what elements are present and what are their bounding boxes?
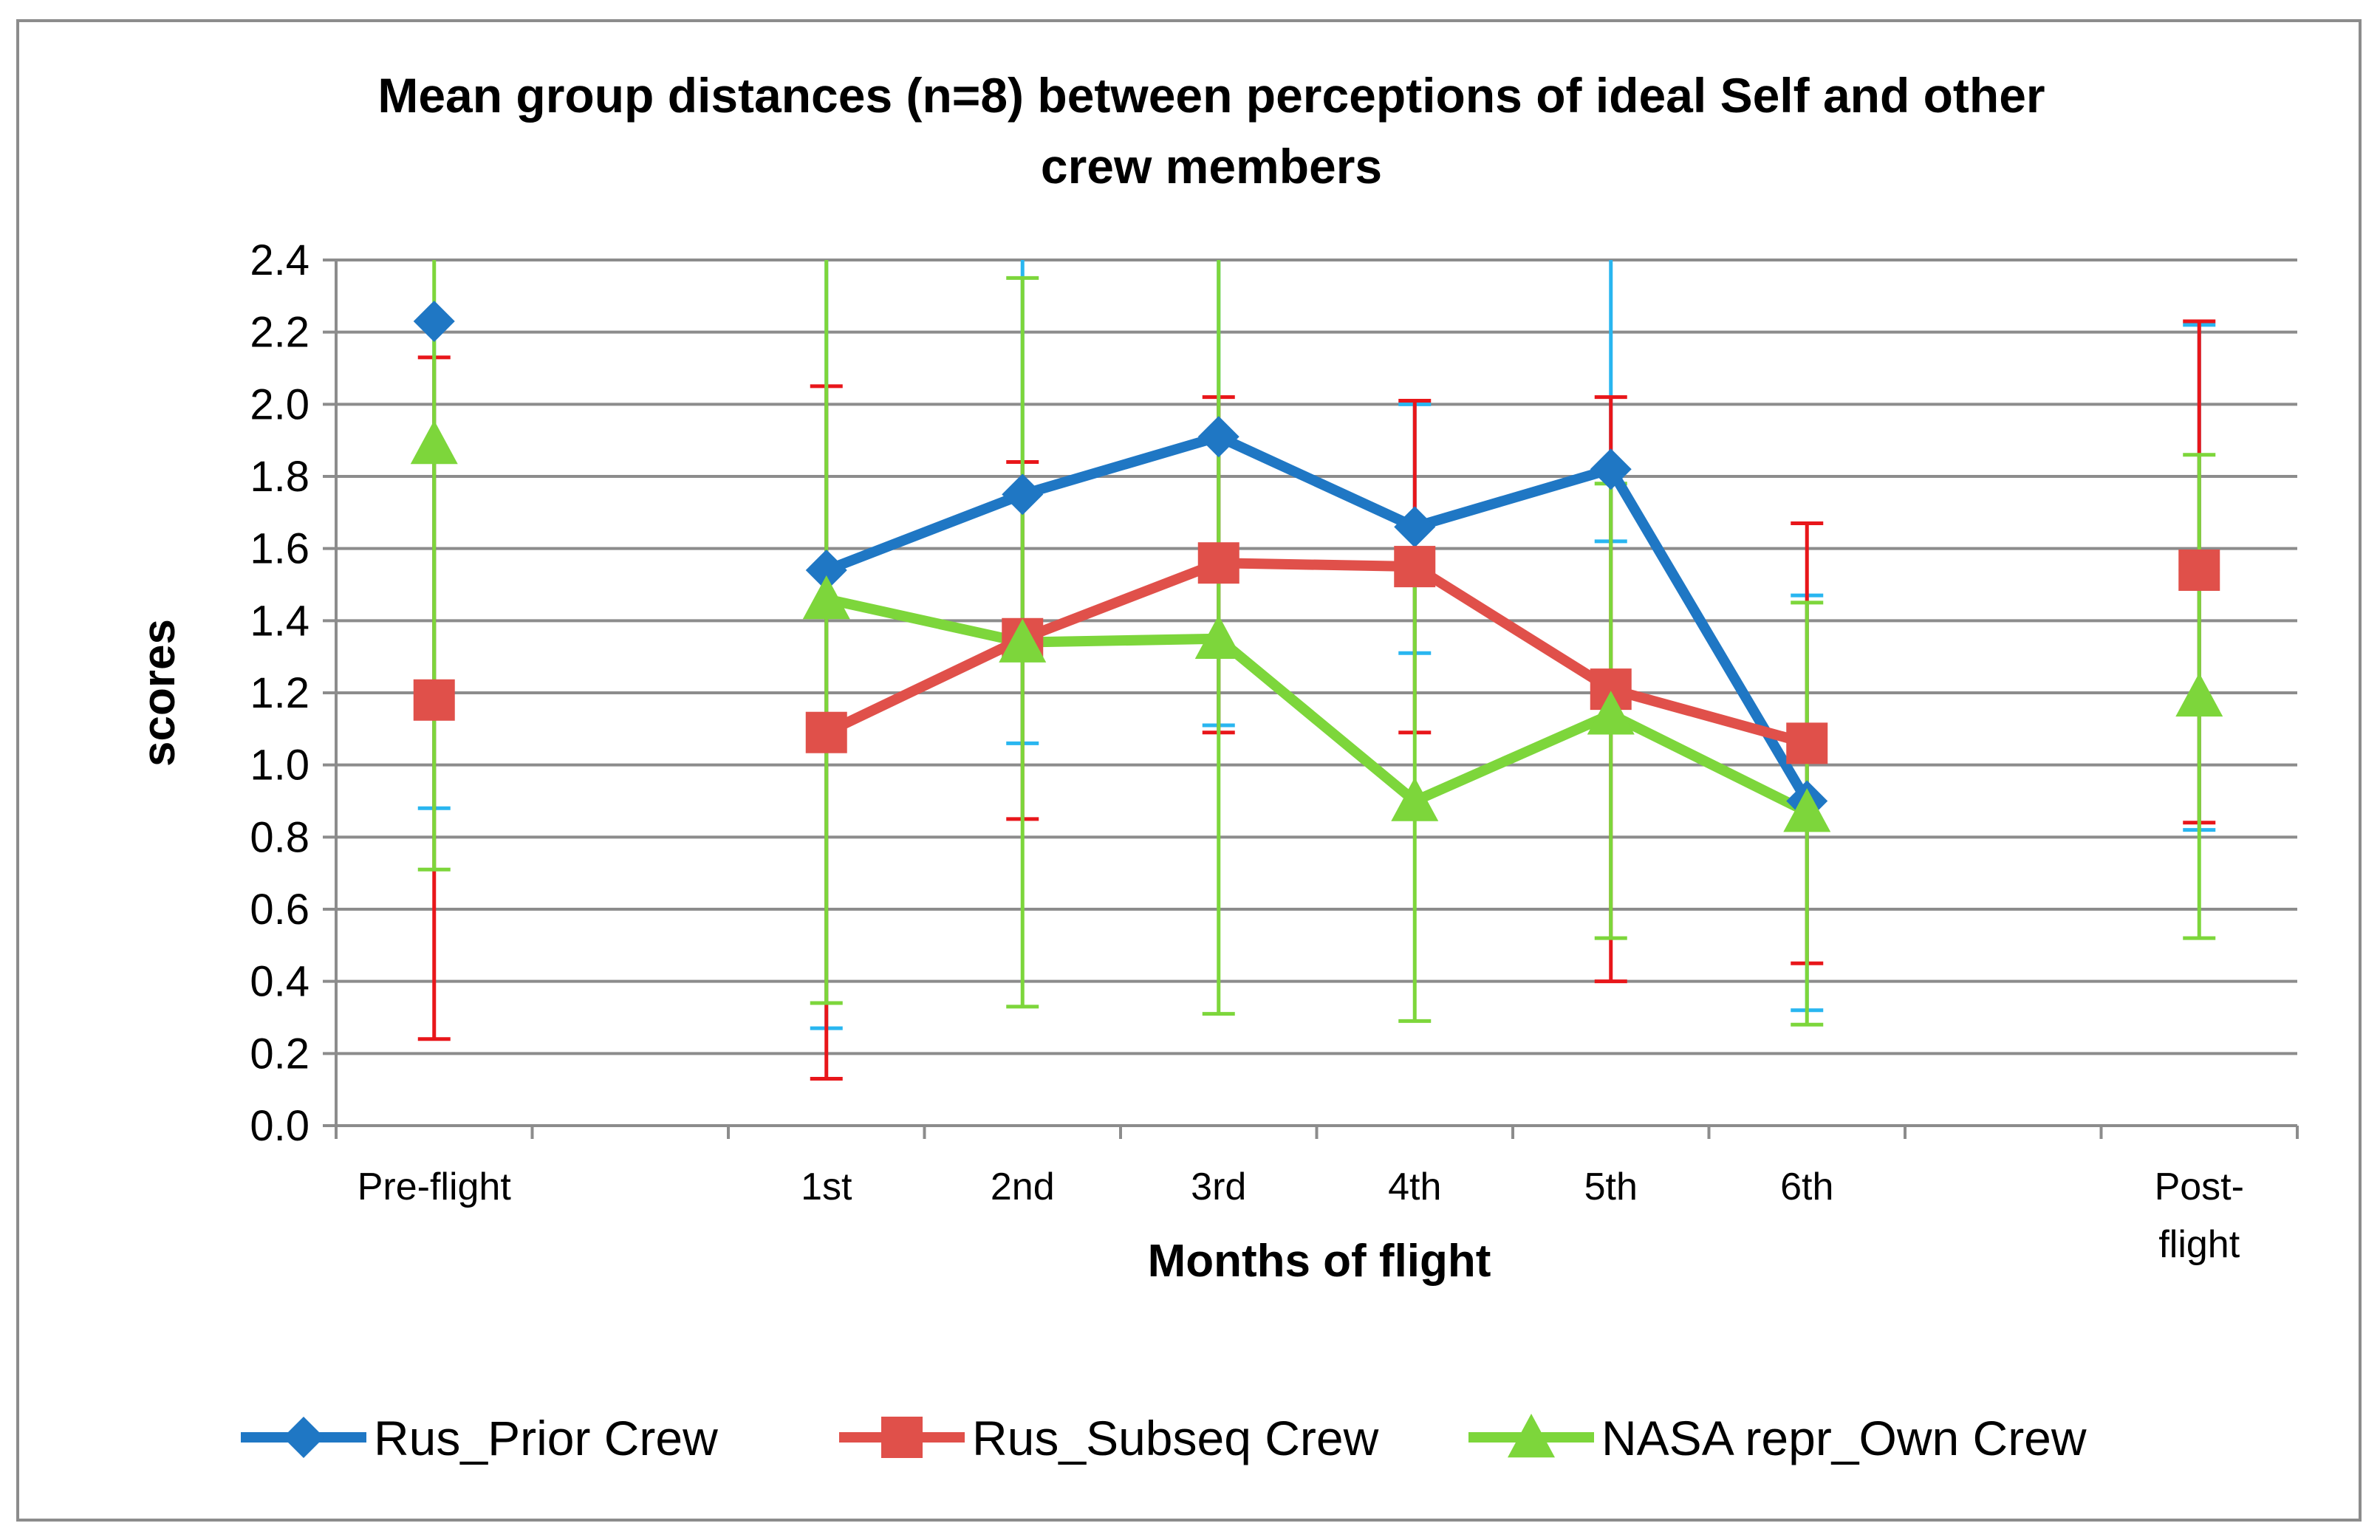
legend-marker-1 <box>881 1417 923 1458</box>
legend-label-1: Rus_Subseq Crew <box>972 1411 1379 1465</box>
y-tick-label: 2.0 <box>250 380 310 428</box>
legend-marker-0 <box>283 1417 324 1458</box>
x-tick-label: 1st <box>801 1166 852 1208</box>
y-tick-label: 2.2 <box>250 309 310 357</box>
x-tick-label: 4th <box>1388 1166 1441 1208</box>
x-tick-labels: Pre-flight 1st 2nd 3rd 4th 5th 6th Post-flight <box>358 1166 2244 1266</box>
y-tick-label: 2.4 <box>250 236 310 284</box>
data-point-1-5 <box>1394 546 1436 588</box>
series-line-1 <box>824 558 1809 749</box>
series-line-2 <box>825 594 1810 817</box>
data-point-0-2 <box>805 549 847 591</box>
x-tick-label: 6th <box>1780 1166 1833 1208</box>
series-lines <box>824 431 1812 817</box>
legend: Rus_Prior Crew Rus_Subseq Crew NASA repr_O… <box>241 1411 2087 1465</box>
y-tick-label: 1.6 <box>250 525 310 573</box>
x-tick-label: 3rd <box>1191 1166 1246 1208</box>
y-tick-label: 0.6 <box>250 886 310 934</box>
data-point-1-9 <box>2178 549 2220 591</box>
y-tick-label: 0.4 <box>250 958 310 1006</box>
axes <box>323 259 2299 1139</box>
data-point-1-0 <box>413 679 455 721</box>
x-tick-label: Post- <box>2155 1166 2244 1208</box>
y-axis-title: scores <box>134 619 185 767</box>
x-tick-label: 2nd <box>991 1166 1055 1208</box>
chart-frame <box>16 19 2362 1522</box>
legend-marker-2 <box>1508 1414 1555 1458</box>
series-line-0 <box>824 431 1812 804</box>
legend-label-2: NASA repr_Own Crew <box>1601 1411 2087 1465</box>
data-point-2-5 <box>1391 777 1439 821</box>
data-point-2-6 <box>1587 691 1635 735</box>
y-tick-labels: 0.0 0.2 0.4 0.6 0.8 1.0 1.2 1.4 1.6 1.8 2.0 2.2 2.4 <box>250 236 310 1150</box>
y-tick-label: 1.8 <box>250 453 310 501</box>
y-tick-label: 1.0 <box>250 742 310 790</box>
data-point-0-6 <box>1590 448 1632 490</box>
data-point-0-4 <box>1197 416 1239 458</box>
chart-title-line-2: crew members <box>1041 139 1382 194</box>
gridlines <box>336 259 2297 1055</box>
data-point-1-4 <box>1197 542 1239 584</box>
x-tick-label: 5th <box>1584 1166 1638 1208</box>
data-point-2-3 <box>999 618 1047 663</box>
data-point-0-0 <box>413 301 455 343</box>
series-markers <box>410 301 2223 832</box>
legend-label-0: Rus_Prior Crew <box>374 1411 718 1465</box>
chart-title-line-1: Mean group distances (n=8) between perce… <box>377 68 2045 123</box>
y-tick-label: 0.8 <box>250 813 310 861</box>
data-point-2-2 <box>802 575 850 620</box>
error-bars <box>417 260 2216 1081</box>
y-tick-label: 1.4 <box>250 597 310 645</box>
data-point-1-2 <box>805 711 847 753</box>
y-tick-label: 0.2 <box>250 1030 310 1078</box>
x-axis-title: Months of flight <box>1148 1236 1491 1287</box>
y-tick-label: 0.0 <box>250 1102 310 1150</box>
x-tick-label: Pre-flight <box>358 1166 512 1208</box>
y-tick-label: 1.2 <box>250 669 310 717</box>
data-point-2-4 <box>1194 615 1242 659</box>
data-point-2-9 <box>2175 672 2223 717</box>
data-point-0-5 <box>1394 506 1436 548</box>
data-point-1-7 <box>1786 722 1828 764</box>
data-point-2-0 <box>410 420 458 465</box>
x-tick-label: flight <box>2158 1223 2240 1266</box>
data-point-2-7 <box>1783 788 1831 832</box>
data-point-0-3 <box>1002 473 1044 516</box>
